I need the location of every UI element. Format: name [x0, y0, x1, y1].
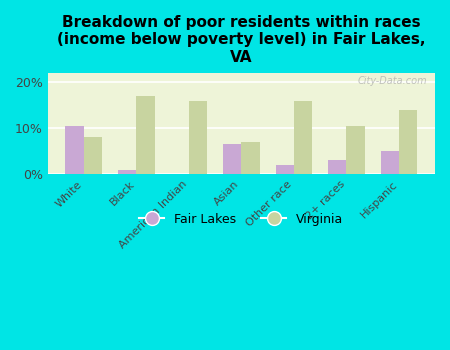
Legend: Fair Lakes, Virginia: Fair Lakes, Virginia — [134, 208, 349, 231]
Text: City-Data.com: City-Data.com — [358, 76, 427, 86]
Bar — [84, 137, 102, 174]
Bar — [399, 110, 418, 174]
Title: Breakdown of poor residents within races
(income below poverty level) in Fair La: Breakdown of poor residents within races… — [57, 15, 426, 65]
Bar — [65, 126, 84, 174]
Bar — [381, 151, 399, 174]
Bar — [346, 126, 365, 174]
Bar — [294, 100, 312, 174]
Bar — [275, 165, 294, 174]
Bar — [241, 142, 260, 174]
Bar — [136, 96, 155, 174]
Bar — [189, 100, 207, 174]
Bar — [328, 160, 346, 174]
Bar — [223, 144, 241, 174]
Bar — [118, 169, 136, 174]
